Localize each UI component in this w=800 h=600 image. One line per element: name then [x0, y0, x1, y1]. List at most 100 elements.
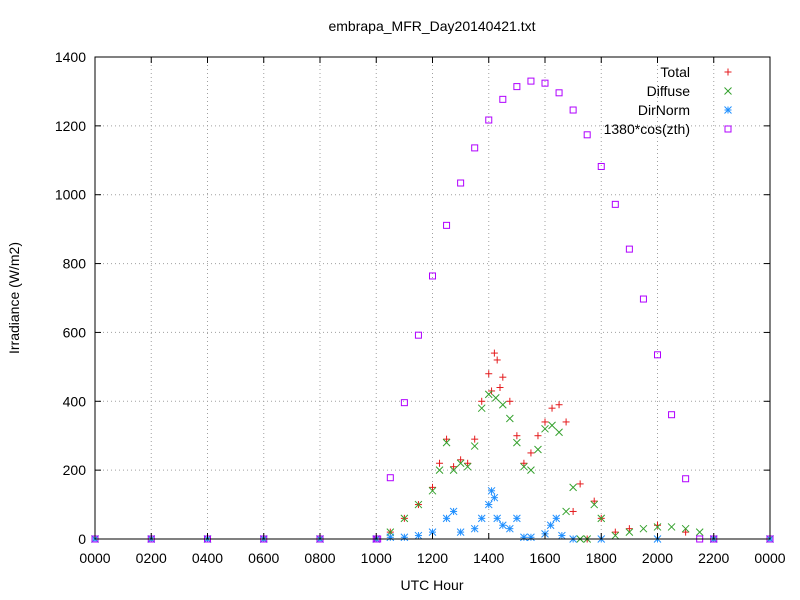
data-point: [505, 524, 514, 533]
legend-marker: [724, 106, 732, 114]
data-point: [541, 79, 549, 87]
data-point: [597, 162, 605, 170]
data-point: [590, 497, 598, 505]
data-point: [667, 523, 676, 531]
data-point: [562, 507, 570, 516]
data-point: [541, 424, 549, 433]
data-point: [400, 533, 409, 542]
data-point: [548, 404, 556, 412]
y-tick-label: 1400: [55, 49, 86, 65]
data-point: [555, 428, 563, 437]
data-point: [386, 474, 394, 482]
data-point: [562, 418, 570, 426]
data-point: [546, 521, 555, 530]
data-point: [443, 221, 451, 229]
data-point: [435, 466, 444, 474]
x-tick-label: 0800: [304, 550, 335, 566]
x-tick-label: 0000: [79, 550, 110, 566]
data-point: [436, 459, 444, 467]
data-point: [541, 418, 549, 426]
legend-label: Total: [660, 64, 690, 80]
data-point: [414, 500, 423, 509]
data-point: [611, 200, 619, 208]
data-point: [668, 411, 676, 419]
data-point: [695, 528, 704, 536]
data-point: [457, 179, 465, 187]
data-point: [414, 331, 422, 339]
data-point: [527, 77, 535, 85]
y-tick-label: 200: [63, 462, 87, 478]
data-point: [456, 459, 465, 468]
data-point: [450, 463, 458, 471]
data-point: [569, 106, 577, 114]
x-tick-label: 0400: [192, 550, 223, 566]
data-point: [520, 459, 528, 467]
data-point: [552, 514, 561, 523]
data-point: [682, 475, 690, 483]
data-point: [470, 442, 479, 450]
data-point: [485, 116, 493, 124]
data-point: [484, 500, 493, 509]
x-tick-label: 0000: [754, 550, 785, 566]
data-point: [513, 514, 521, 523]
data-point: [496, 384, 504, 392]
data-point: [477, 514, 486, 523]
x-tick-label: 1200: [417, 550, 448, 566]
data-point: [513, 438, 521, 447]
data-point: [471, 435, 479, 443]
data-point: [569, 507, 577, 515]
data-point: [498, 521, 507, 530]
x-tick-label: 2200: [698, 550, 729, 566]
y-axis-title: Irradiance (W/m2): [6, 242, 22, 354]
data-point: [499, 95, 507, 103]
y-tick-label: 1200: [55, 118, 86, 134]
data-point: [449, 466, 458, 474]
data-point: [456, 528, 465, 536]
data-point: [485, 370, 493, 378]
data-point: [498, 400, 507, 409]
x-tick-label: 0600: [248, 550, 279, 566]
legend-marker: [724, 125, 732, 133]
data-point: [493, 356, 501, 364]
data-point: [555, 89, 563, 97]
data-point: [487, 486, 496, 495]
data-point: [569, 483, 577, 492]
data-point: [484, 390, 493, 399]
data-point: [429, 272, 436, 280]
data-point: [386, 533, 395, 542]
data-point: [493, 514, 502, 523]
x-tick-label: 1600: [529, 550, 560, 566]
data-point: [442, 514, 451, 523]
data-point: [682, 528, 690, 536]
legend-label: 1380*cos(zth): [604, 121, 690, 137]
data-point: [513, 432, 521, 440]
x-tick-label: 0200: [136, 550, 167, 566]
legend: Total Diffuse DirNorm 1380*cos(zth): [604, 64, 732, 137]
data-point: [470, 524, 479, 533]
data-point: [463, 462, 472, 471]
data-point: [654, 351, 661, 359]
x-tick-label: 1400: [473, 550, 504, 566]
data-point: [442, 438, 451, 447]
data-point: [590, 500, 599, 509]
data-point: [625, 525, 633, 533]
x-axis-title: UTC Hour: [400, 577, 463, 593]
data-point: [625, 245, 633, 253]
data-point: [576, 480, 584, 488]
data-point: [505, 414, 514, 423]
data-point: [477, 404, 486, 413]
x-tick-label: 1800: [586, 550, 617, 566]
data-point: [520, 533, 528, 542]
data-point: [555, 401, 563, 409]
data-point: [400, 399, 408, 407]
data-point: [464, 459, 472, 467]
data-point: [490, 493, 499, 502]
data-point: [548, 421, 556, 430]
data-point: [639, 524, 648, 533]
y-tick-label: 600: [63, 324, 87, 340]
x-tick-label: 2000: [642, 550, 673, 566]
chart-title: embrapa_MFR_Day20140421.txt: [328, 18, 535, 34]
data-point: [597, 514, 606, 523]
data-point: [491, 393, 500, 402]
